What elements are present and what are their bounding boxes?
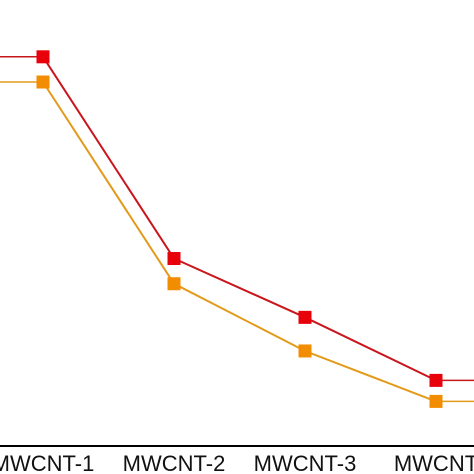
series-markers [36, 50, 443, 408]
series-1-point-1 [36, 50, 50, 64]
series-1-point-4 [429, 373, 443, 387]
series-2-line [42, 81, 437, 403]
series-1-point-3 [298, 310, 312, 324]
series-1-point-2 [167, 252, 181, 266]
series-2-point-4 [429, 394, 443, 408]
series-2-point-2 [167, 277, 181, 291]
series-lines [0, 56, 474, 403]
series-1-line [42, 56, 437, 382]
x-tick-labels: MWCNT-1 MWCNT-2 MWCNT-3 MWCNT [0, 451, 474, 474]
x-tick-label: MWCNT-1 [0, 451, 94, 474]
x-tick-label: MWCNT-2 [123, 451, 226, 474]
x-tick-label: MWCNT-3 [254, 451, 357, 474]
x-tick-label: MWCNT [394, 451, 474, 474]
series-2-point-1 [36, 75, 50, 89]
series-2-point-3 [298, 344, 312, 358]
